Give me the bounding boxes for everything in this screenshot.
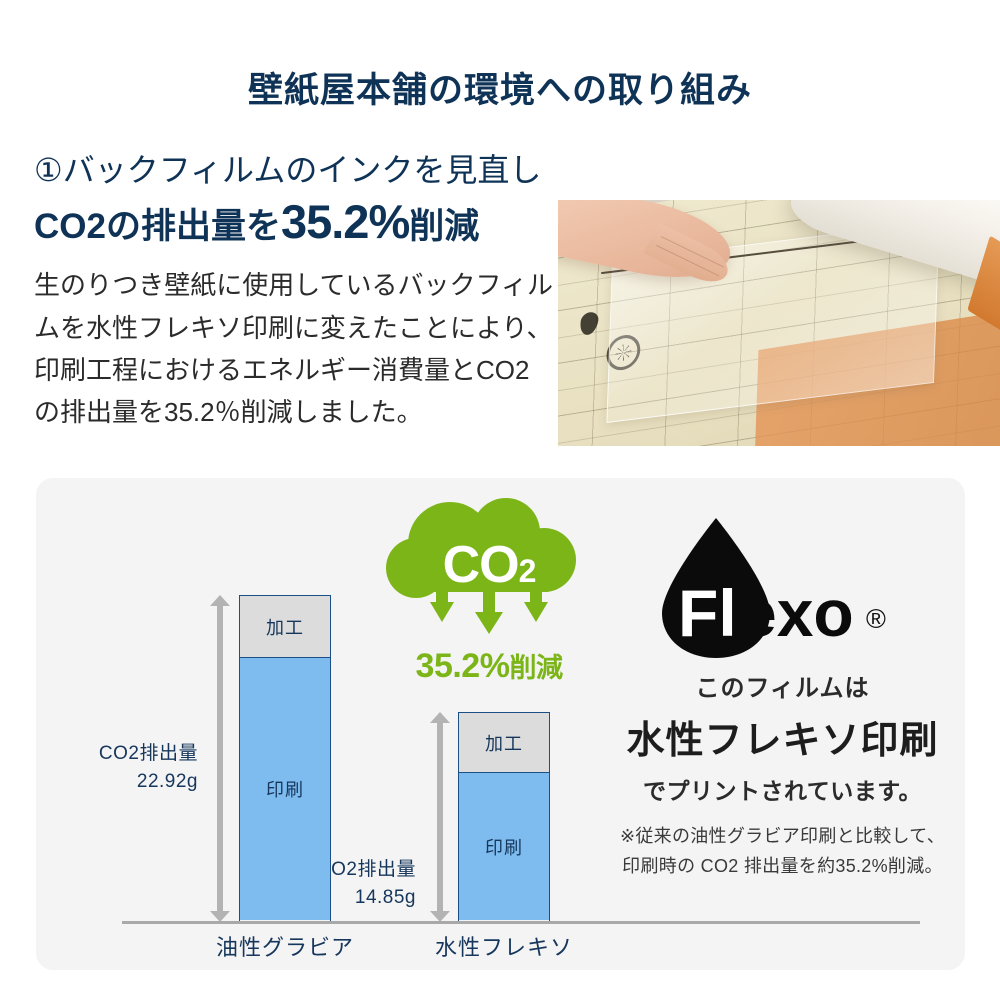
value-label-title: CO2排出量: [98, 743, 198, 764]
co2-cloud-icon: [386, 498, 576, 634]
chart-baseline-axis: [122, 921, 920, 924]
intro-heading-2-suffix: 削減: [409, 207, 480, 246]
intro-block: ①バックフィルムのインクを見直し CO2の排出量を35.2%削減 生のりつき壁紙…: [34, 150, 554, 433]
bar-segment-processing: 加工: [240, 596, 330, 658]
bar-flexo: 加工 印刷: [458, 712, 550, 922]
arrow-shaft: [437, 721, 443, 913]
intro-heading-2-value: 35.2%: [280, 195, 410, 248]
flexo-droplet-icon: Fl exo: [662, 518, 854, 658]
flexo-caption-line-1: このフィルムは: [695, 675, 870, 702]
flexo-caption-line-3: でプリントされています。: [642, 778, 922, 804]
reduction-suffix: 削減: [509, 653, 563, 683]
flexo-caption-line-2: 水性フレキソ印刷: [626, 720, 939, 762]
intro-heading-2-prefix: CO2の排出量を: [34, 207, 281, 246]
bar-segment-printing: 印刷: [459, 773, 549, 920]
registered-trademark-icon: ®: [866, 604, 886, 634]
backing-film-photo: [558, 200, 1000, 446]
value-label-flexo: CO2排出量 14.85g: [284, 856, 416, 911]
co2-bar-chart: CO2排出量 22.92g CO2排出量 14.85g 加工 印刷 加工 印刷 …: [36, 478, 920, 970]
svg-text:Fl: Fl: [678, 576, 737, 650]
measure-arrow-gravure: [210, 595, 230, 922]
flexo-footnote-line-1: ※従来の油性グラビア印刷と比較して、: [619, 826, 946, 846]
bar-segment-printing: 印刷: [240, 658, 330, 920]
arrow-down-head-icon: [210, 911, 230, 922]
bar-gravure: 加工 印刷: [239, 595, 331, 922]
intro-body-text: 生のりつき壁紙に使用しているバックフィルムを水性フレキソ印刷に変えたことにより、…: [34, 270, 553, 427]
intro-heading-1: ①バックフィルムのインクを見直し: [34, 152, 542, 188]
value-label-title: CO2排出量: [316, 859, 416, 880]
bar-segment-processing: 加工: [459, 713, 549, 773]
comparison-panel: CO2排出量 22.92g CO2排出量 14.85g 加工 印刷 加工 印刷 …: [36, 478, 965, 970]
arrow-down-head-icon: [430, 911, 450, 922]
measure-arrow-flexo: [430, 712, 450, 922]
x-axis-label-gravure: 油性グラビア: [215, 935, 354, 960]
reduction-percentage: 35.2%削減: [374, 646, 604, 686]
co2-reduction-graphic: CO2 35.2%削減: [374, 498, 604, 698]
flexo-footnote: ※従来の油性グラビア印刷と比較して、 印刷時の CO2 排出量を約35.2%削減…: [600, 822, 965, 881]
value-label-amount: 14.85g: [354, 886, 416, 908]
svg-text:exo: exo: [740, 576, 854, 650]
value-label-amount: 22.92g: [136, 770, 198, 792]
x-axis-label-flexo: 水性フレキソ: [434, 935, 573, 960]
arrow-shaft: [217, 604, 223, 913]
intro-heading-2: CO2の排出量を35.2%削減: [34, 194, 554, 250]
arrow-up-head-icon: [430, 712, 450, 723]
co2-text-main: CO: [442, 536, 520, 594]
page-title: 壁紙屋本舗の環境への取り組み: [247, 71, 752, 110]
value-label-gravure: CO2排出量 22.92g: [66, 740, 198, 795]
flexo-info-block: Fl exo ® このフィルムは 水性フレキソ印刷 でプリントされています。 ※…: [600, 512, 965, 881]
co2-cloud-label: CO2: [374, 535, 604, 595]
co2-text-subscript: 2: [518, 553, 537, 589]
flexo-footnote-line-2: 印刷時の CO2 排出量を約35.2%削減。: [622, 855, 943, 876]
flexo-logo: Fl exo ®: [600, 512, 965, 662]
reduction-value: 35.2%: [415, 647, 510, 685]
arrow-up-head-icon: [210, 595, 230, 606]
